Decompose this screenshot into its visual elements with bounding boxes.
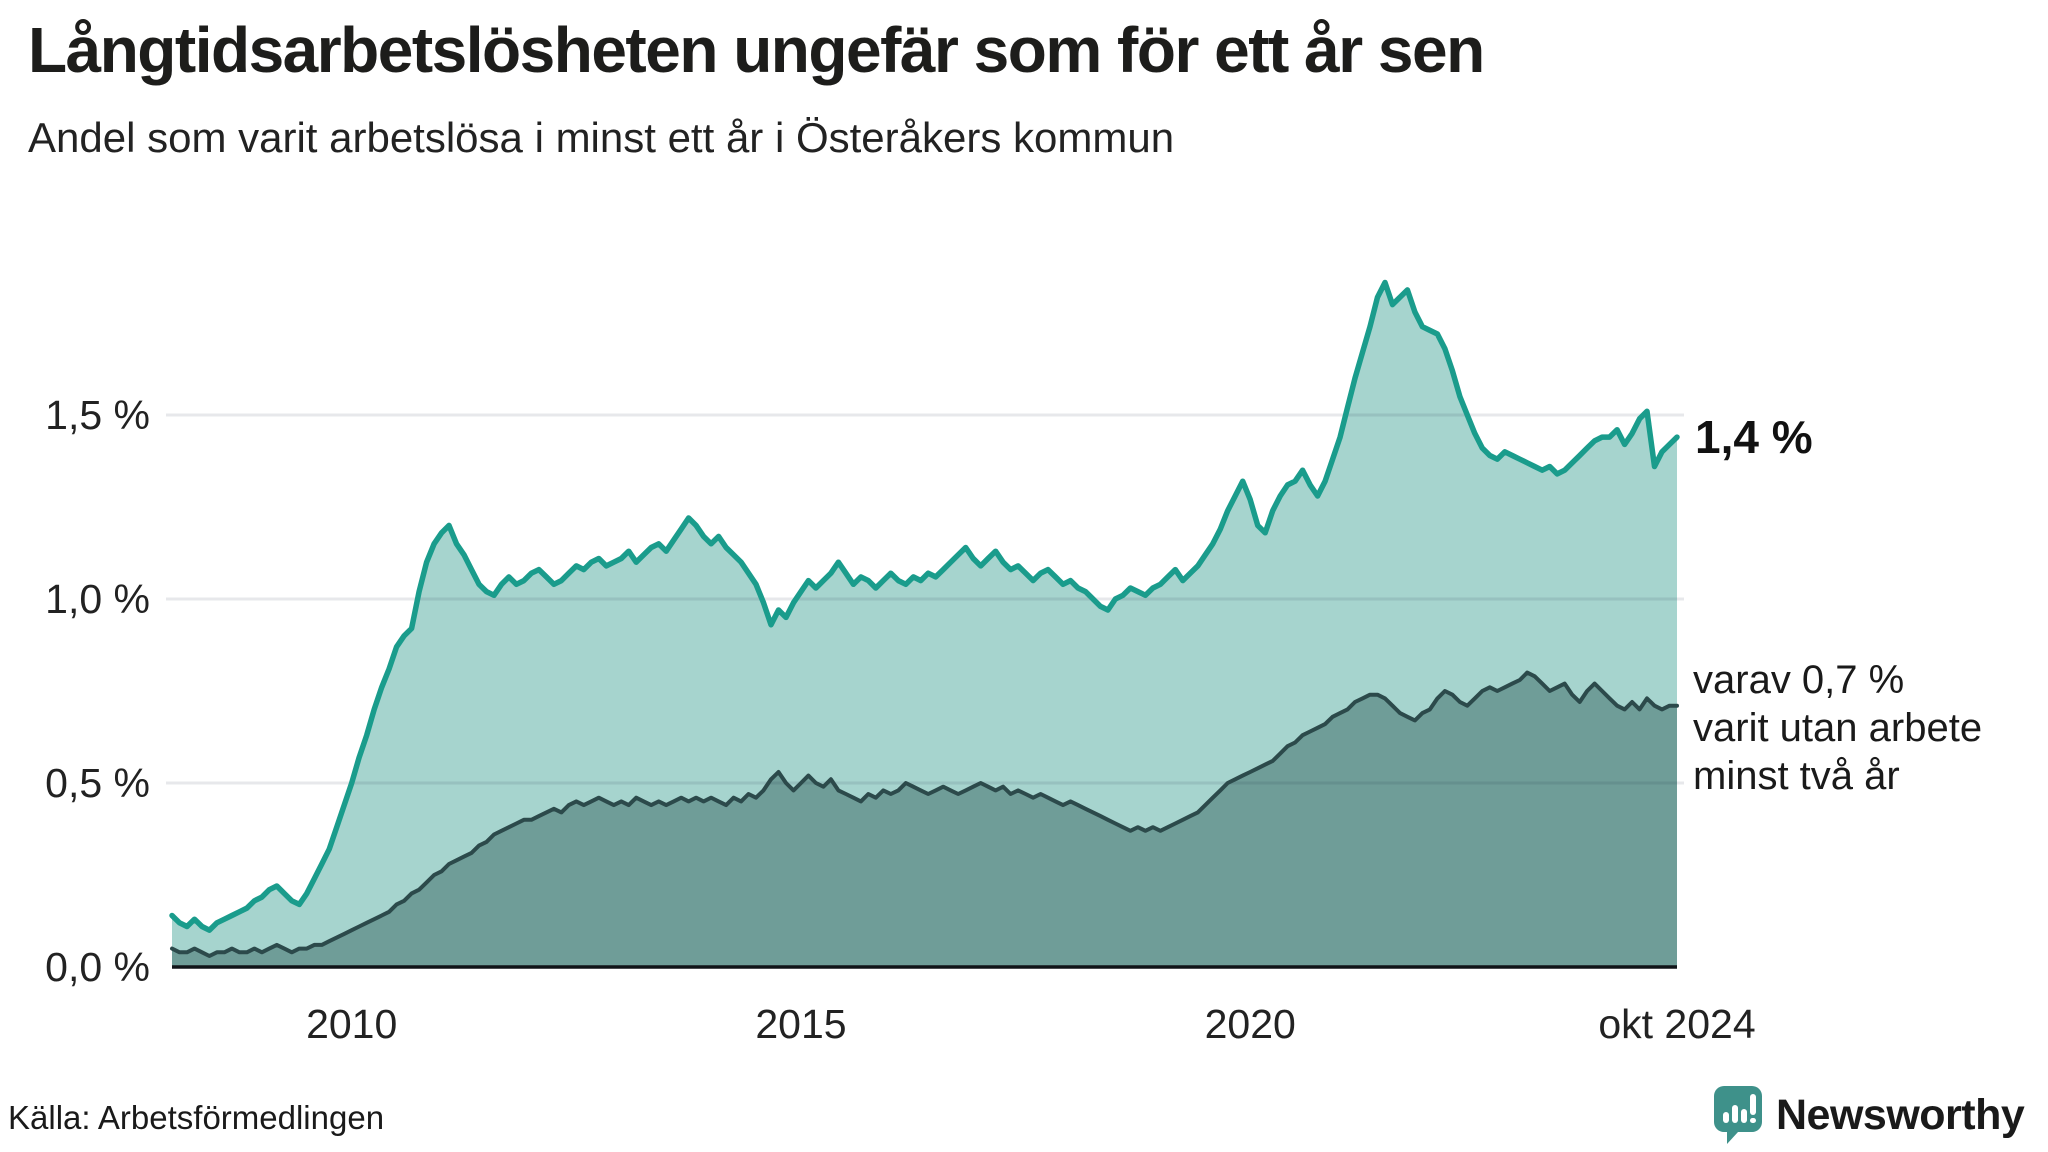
x-tick-label-2020: 2020: [1204, 1001, 1296, 1047]
y-tick-label-0: 0,0 %: [45, 944, 150, 990]
page-subtitle: Andel som varit arbetslösa i minst ett å…: [28, 114, 1175, 161]
source-attribution: Källa: Arbetsförmedlingen: [8, 1099, 385, 1136]
y-tick-label-1.5: 1,5 %: [45, 392, 150, 438]
page-title: Långtidsarbetslösheten ungefär som för e…: [28, 14, 1485, 86]
newsworthy-logo-text: Newsworthy: [1776, 1090, 2025, 1139]
x-tick-label-2015: 2015: [755, 1001, 847, 1047]
end-value-label-total: 1,4 %: [1695, 411, 1813, 463]
x-tick-label-okt-2024: okt 2024: [1598, 1001, 1756, 1047]
end-value-label-two-year-line2: varit utan arbete: [1693, 706, 1983, 750]
end-value-label-two-year-line1: varav 0,7 %: [1693, 658, 1905, 702]
x-tick-label-2010: 2010: [306, 1001, 398, 1047]
y-tick-label-0.5: 0,5 %: [45, 760, 150, 806]
end-value-label-two-year-line3: minst två år: [1693, 754, 1900, 798]
newsworthy-logo: Newsworthy: [1714, 1086, 2025, 1144]
y-tick-label-1: 1,0 %: [45, 576, 150, 622]
end-value-label-two-year: varav 0,7 % varit utan arbete minst två …: [1693, 656, 1982, 800]
series-two-year-line: [170, 670, 1679, 958]
newsworthy-logo-icon: [1714, 1086, 1762, 1144]
series-two-year-area: [172, 672, 1677, 967]
series-total-line: [169, 279, 1680, 933]
